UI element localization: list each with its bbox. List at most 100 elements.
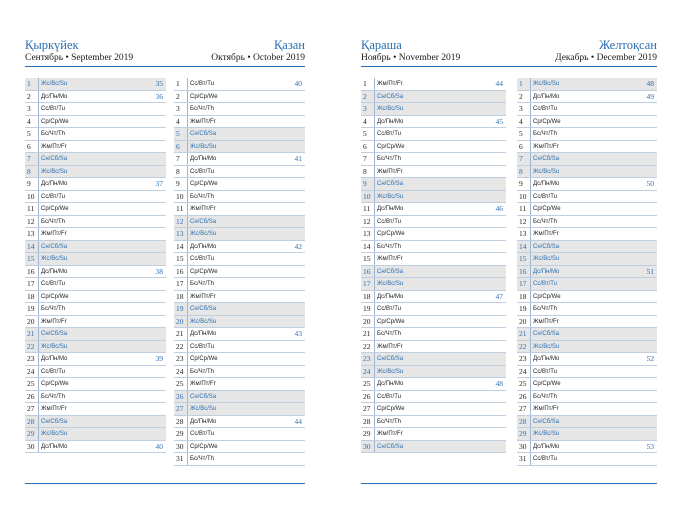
day-number: 20 <box>27 316 35 326</box>
month-header-december: Желтоқсан Декабрь • December 2019 <box>555 39 657 63</box>
day-number: 17 <box>176 279 184 288</box>
column-divider <box>187 353 188 365</box>
day-row: 24 Сс/Вт/Tu <box>25 365 166 378</box>
weekday-label: Бс/Чт/Th <box>41 306 66 312</box>
day-row: 4 Ср/Ср/We <box>25 115 166 128</box>
column-divider <box>374 415 375 427</box>
day-number: 28 <box>27 416 35 426</box>
column-divider <box>530 378 531 390</box>
day-row: 26 Сс/Вт/Tu <box>361 390 506 403</box>
day-row: 28 Дс/Пн/Mo 44 <box>174 415 305 428</box>
day-number: 5 <box>27 129 31 138</box>
column-divider <box>374 303 375 315</box>
column-divider <box>38 215 39 227</box>
day-number: 9 <box>363 179 367 188</box>
day-number: 27 <box>27 404 35 413</box>
day-row: 8 Жм/Пт/Fr <box>361 165 506 178</box>
column-divider <box>38 415 39 427</box>
column-divider <box>38 253 39 265</box>
day-number: 19 <box>27 304 35 313</box>
column-divider <box>374 403 375 415</box>
column-divider <box>530 78 531 90</box>
weekday-label: Жм/Пт/Fr <box>533 318 559 325</box>
day-row: 27 Жс/Вс/Su <box>174 403 305 416</box>
column-divider <box>530 390 531 402</box>
day-row: 4 Ср/Ср/We <box>517 115 657 128</box>
column-divider <box>374 165 375 177</box>
day-number: 9 <box>27 179 31 188</box>
day-number: 10 <box>519 191 527 201</box>
day-number: 18 <box>176 291 184 301</box>
week-number: 40 <box>294 79 303 88</box>
weekday-label: Дс/Пн/Mo <box>377 381 404 387</box>
column-divider <box>187 165 188 177</box>
column-divider <box>374 178 375 190</box>
day-row: 8 Жс/Вс/Su <box>517 165 657 178</box>
day-row: 29 Жс/Вс/Su <box>25 428 166 441</box>
day-row: 27 Жм/Пт/Fr <box>517 403 657 416</box>
weekday-label: Ср/Ср/We <box>377 231 405 237</box>
day-row: 25 Дс/Пн/Mo 48 <box>361 378 506 391</box>
day-number: 27 <box>519 404 527 413</box>
weekday-label: Ср/Ср/We <box>41 206 69 212</box>
column-divider <box>38 90 39 102</box>
column-divider <box>530 453 531 465</box>
column-divider <box>187 253 188 265</box>
day-row: 8 Жс/Вс/Su <box>25 165 166 178</box>
day-number: 3 <box>519 104 523 113</box>
column-divider <box>187 90 188 102</box>
day-number: 30 <box>27 441 35 451</box>
column-divider <box>187 415 188 427</box>
day-number: 27 <box>176 404 184 413</box>
column-divider <box>374 90 375 102</box>
weekday-label: Бс/Чт/Th <box>41 218 66 225</box>
column-divider <box>530 278 531 290</box>
day-row: 6 Жс/Вс/Su <box>174 140 305 153</box>
day-row: 23 Дс/Пн/Mo 39 <box>25 353 166 366</box>
page-left: Қыркүйек Сентябрь • September 2019 Қазан… <box>25 39 305 484</box>
day-number: 4 <box>363 116 367 126</box>
column-divider <box>187 315 188 327</box>
day-number: 7 <box>363 154 367 163</box>
weekday-label: Дс/Пн/Mo <box>533 356 560 362</box>
day-row: 23 Сн/Сб/Sa <box>361 353 506 366</box>
day-row: 13 Жм/Пт/Fr <box>25 228 166 241</box>
column-divider <box>187 128 188 140</box>
column-divider <box>374 428 375 440</box>
weekday-label: Жм/Пт/Fr <box>190 206 216 212</box>
week-number: 44 <box>294 416 303 426</box>
weekday-label: Жм/Пт/Fr <box>533 231 559 237</box>
day-number: 3 <box>363 104 367 113</box>
column-divider <box>530 128 531 140</box>
day-number: 29 <box>176 429 184 438</box>
column-divider <box>38 240 39 252</box>
weekday-label: Дс/Пн/Mo <box>190 243 217 250</box>
day-number: 19 <box>363 304 371 313</box>
day-row: 19 Сн/Сб/Sa <box>174 303 305 316</box>
month-column-november: 1 Жм/Пт/Fr 44 2 Сн/Сб/Sa 3 Жс/Вс/Su 4 Дс/Пн/Mo 45… <box>361 78 506 453</box>
column-divider <box>374 103 375 115</box>
weekday-label: Жс/Вс/Su <box>41 343 68 350</box>
weekday-label: Ср/Ср/We <box>41 381 69 387</box>
day-number: 8 <box>519 166 523 176</box>
weekday-label: Дс/Пн/Mo <box>533 93 560 100</box>
day-row: 15 Жм/Пт/Fr <box>361 253 506 266</box>
column-divider <box>530 240 531 252</box>
column-divider <box>530 315 531 327</box>
weekday-label: Жм/Пт/Fr <box>41 406 67 412</box>
day-number: 6 <box>519 141 523 151</box>
day-number: 25 <box>363 379 371 388</box>
column-divider <box>530 340 531 352</box>
week-number: 52 <box>646 354 655 363</box>
day-number: 13 <box>519 229 527 238</box>
column-divider <box>187 378 188 390</box>
day-number: 16 <box>176 266 184 276</box>
day-number: 28 <box>519 416 527 426</box>
weekday-label: Дс/Пн/Mo <box>190 156 217 162</box>
weekday-label: Дс/Пн/Mo <box>41 443 68 450</box>
day-number: 6 <box>27 141 31 151</box>
week-number: 47 <box>495 291 504 301</box>
weekday-label: Сн/Сб/Sa <box>190 131 217 137</box>
column-divider <box>187 153 188 165</box>
day-number: 14 <box>519 241 527 251</box>
